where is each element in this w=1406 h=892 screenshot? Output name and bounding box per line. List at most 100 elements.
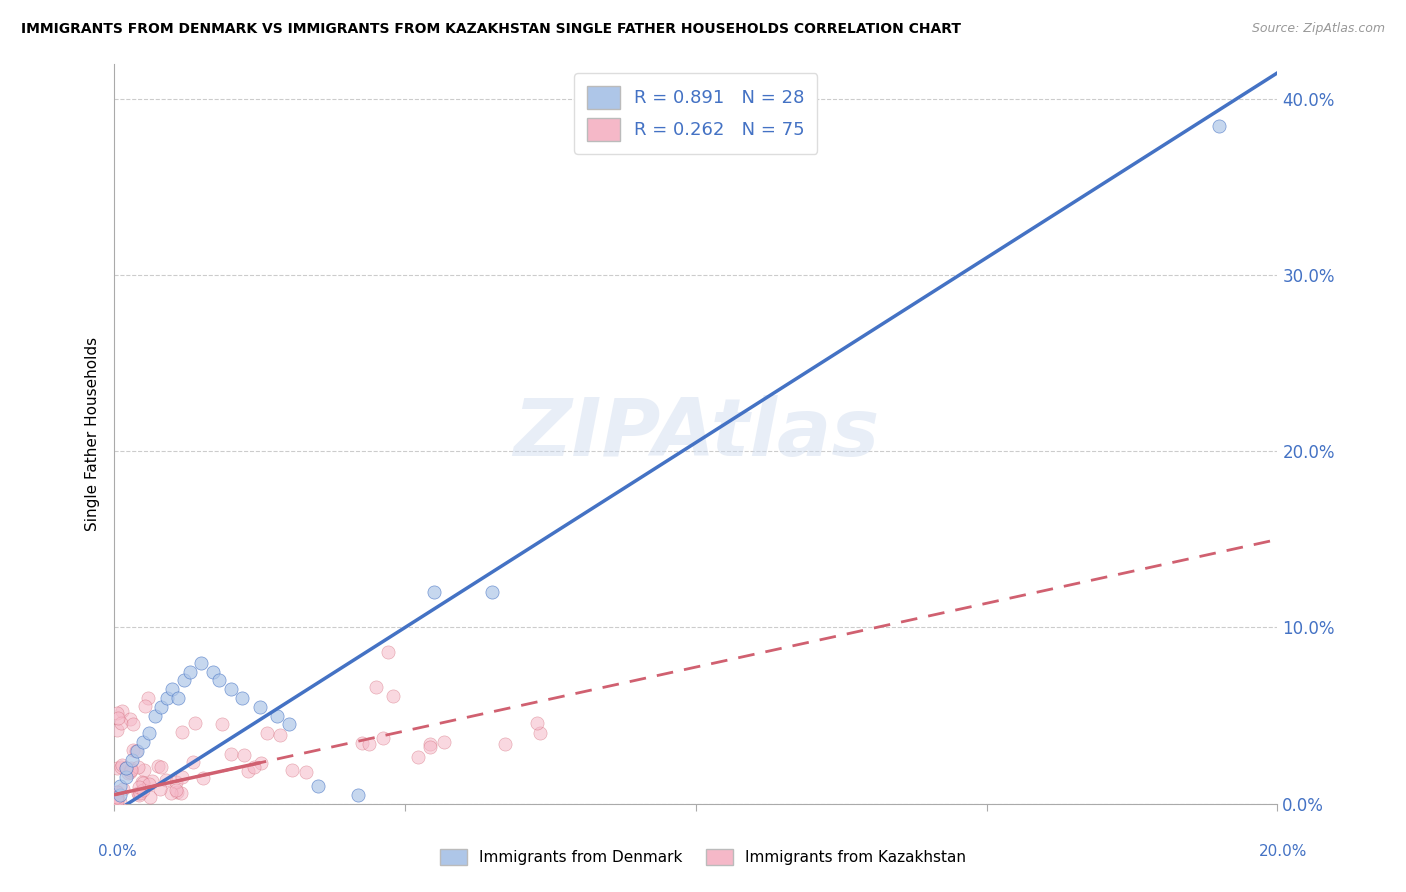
- Point: [167, 690, 190, 705]
- Point: [105, 761, 128, 775]
- Text: IMMIGRANTS FROM DENMARK VS IMMIGRANTS FROM KAZAKHSTAN SINGLE FATHER HOUSEHOLDS C: IMMIGRANTS FROM DENMARK VS IMMIGRANTS FR…: [21, 22, 962, 37]
- Point: [128, 786, 150, 800]
- Point: [111, 758, 134, 772]
- Point: [108, 788, 131, 802]
- Point: [162, 682, 184, 697]
- Point: [377, 645, 399, 659]
- Point: [190, 656, 212, 670]
- Point: [150, 760, 173, 774]
- Legend: Immigrants from Denmark, Immigrants from Kazakhstan: Immigrants from Denmark, Immigrants from…: [433, 843, 973, 871]
- Point: [105, 723, 128, 738]
- Point: [307, 779, 329, 793]
- Point: [433, 734, 456, 748]
- Point: [105, 794, 128, 808]
- Point: [132, 783, 155, 797]
- Point: [347, 788, 370, 802]
- Point: [105, 789, 128, 804]
- Point: [231, 690, 253, 705]
- Point: [238, 764, 260, 778]
- Point: [381, 689, 404, 703]
- Legend: R = 0.891   N = 28, R = 0.262   N = 75: R = 0.891 N = 28, R = 0.262 N = 75: [575, 73, 817, 153]
- Point: [172, 724, 194, 739]
- Point: [117, 765, 139, 780]
- Point: [118, 712, 141, 726]
- Point: [419, 737, 441, 751]
- Text: 0.0%: 0.0%: [98, 845, 138, 859]
- Point: [219, 682, 242, 697]
- Point: [406, 750, 429, 764]
- Point: [114, 770, 136, 784]
- Point: [481, 585, 503, 599]
- Point: [277, 717, 299, 731]
- Point: [184, 715, 207, 730]
- Point: [105, 792, 128, 806]
- Point: [111, 704, 134, 718]
- Point: [105, 706, 128, 720]
- Point: [371, 731, 394, 745]
- Point: [173, 673, 195, 688]
- Point: [108, 779, 131, 793]
- Point: [166, 785, 188, 799]
- Point: [249, 699, 271, 714]
- Point: [179, 665, 201, 679]
- Point: [219, 747, 242, 761]
- Point: [281, 763, 304, 777]
- Point: [1208, 119, 1230, 133]
- Point: [170, 786, 193, 800]
- Point: [155, 773, 177, 788]
- Point: [526, 716, 548, 731]
- Point: [125, 744, 148, 758]
- Text: ZIPAtlas: ZIPAtlas: [513, 395, 879, 473]
- Point: [193, 771, 215, 785]
- Point: [494, 737, 516, 751]
- Point: [108, 795, 131, 809]
- Point: [141, 774, 163, 789]
- Point: [121, 753, 143, 767]
- Point: [128, 788, 150, 802]
- Point: [146, 759, 169, 773]
- Point: [364, 680, 387, 694]
- Point: [359, 737, 381, 751]
- Point: [120, 765, 142, 780]
- Y-axis label: Single Father Households: Single Father Households: [86, 337, 100, 531]
- Point: [105, 785, 128, 799]
- Point: [132, 735, 155, 749]
- Point: [233, 747, 256, 762]
- Point: [127, 760, 149, 774]
- Point: [165, 775, 187, 789]
- Point: [114, 761, 136, 775]
- Point: [131, 775, 153, 789]
- Point: [138, 777, 160, 791]
- Point: [208, 673, 231, 688]
- Point: [155, 690, 177, 705]
- Point: [128, 780, 150, 794]
- Point: [149, 782, 172, 797]
- Point: [249, 756, 271, 770]
- Point: [181, 755, 204, 769]
- Point: [243, 760, 266, 774]
- Point: [132, 776, 155, 790]
- Point: [120, 761, 142, 775]
- Point: [165, 783, 187, 797]
- Point: [122, 717, 145, 731]
- Point: [529, 726, 551, 740]
- Point: [143, 708, 166, 723]
- Point: [418, 740, 440, 755]
- Point: [110, 715, 132, 730]
- Point: [256, 725, 278, 739]
- Text: 20.0%: 20.0%: [1260, 845, 1308, 859]
- Point: [134, 699, 156, 714]
- Point: [127, 744, 149, 758]
- Point: [127, 786, 149, 800]
- Point: [269, 728, 291, 742]
- Point: [202, 665, 225, 679]
- Text: Source: ZipAtlas.com: Source: ZipAtlas.com: [1251, 22, 1385, 36]
- Point: [149, 699, 172, 714]
- Point: [350, 736, 373, 750]
- Point: [112, 782, 135, 797]
- Point: [170, 770, 193, 784]
- Point: [295, 764, 318, 779]
- Point: [138, 726, 160, 740]
- Point: [159, 786, 181, 800]
- Point: [132, 764, 155, 778]
